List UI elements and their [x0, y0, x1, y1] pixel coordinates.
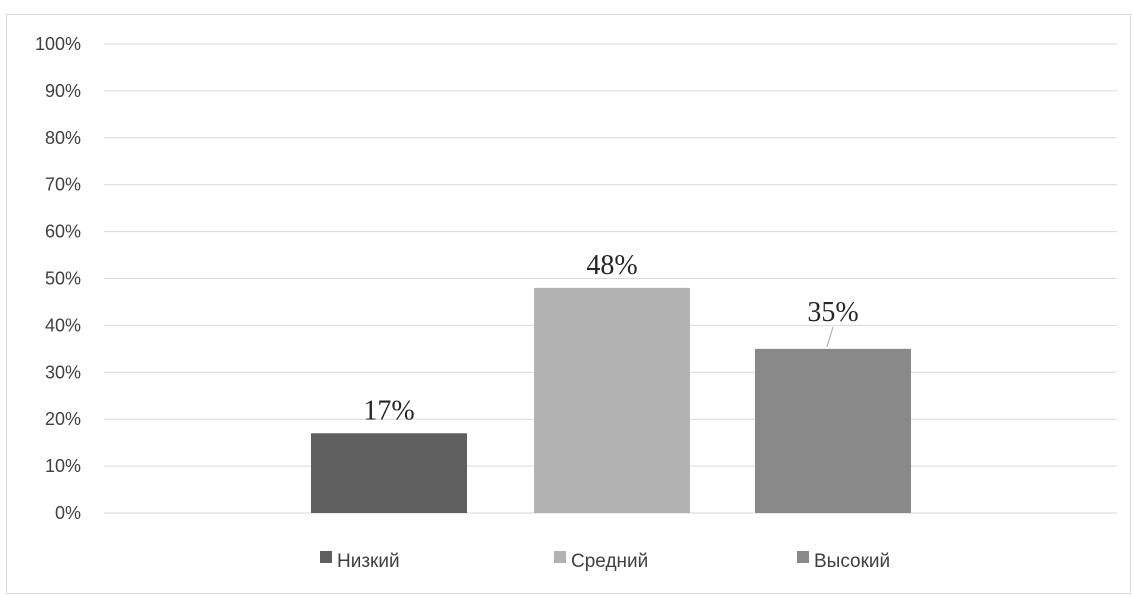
- legend-label-1: Средний: [571, 551, 648, 572]
- legend-swatch-0: [320, 551, 332, 563]
- y-tick-label: 20%: [45, 409, 81, 429]
- y-tick-label: 100%: [35, 34, 81, 54]
- data-label-1: 48%: [586, 250, 637, 281]
- y-tick-label: 50%: [45, 269, 81, 289]
- data-label-leader: [826, 326, 834, 347]
- y-tick-label: 90%: [45, 81, 81, 101]
- bar-2: [755, 348, 911, 513]
- bar-1: [534, 287, 690, 513]
- y-tick-label: 40%: [45, 315, 81, 335]
- legend: Низкий Средний Высокий: [320, 551, 890, 572]
- bars: [311, 287, 911, 513]
- data-labels: 17% 48% 35%: [363, 250, 858, 426]
- bar-0: [311, 433, 467, 513]
- legend-label-0: Низкий: [337, 551, 400, 572]
- data-label-0: 17%: [363, 395, 414, 426]
- y-tick-label: 80%: [45, 128, 81, 148]
- y-tick-label: 60%: [45, 222, 81, 242]
- y-tick-label: 70%: [45, 175, 81, 195]
- legend-swatch-2: [797, 551, 809, 563]
- y-tick-label: 0%: [55, 503, 81, 523]
- gridlines: [104, 43, 1117, 514]
- y-tick-label: 30%: [45, 362, 81, 382]
- legend-swatch-1: [554, 551, 566, 563]
- y-axis-ticks: 0% 10% 20% 30% 40% 50% 60% 70% 80% 90% 100%: [35, 34, 81, 523]
- y-tick-label: 10%: [45, 456, 81, 476]
- legend-label-2: Высокий: [814, 551, 890, 572]
- data-label-2: 35%: [807, 297, 858, 328]
